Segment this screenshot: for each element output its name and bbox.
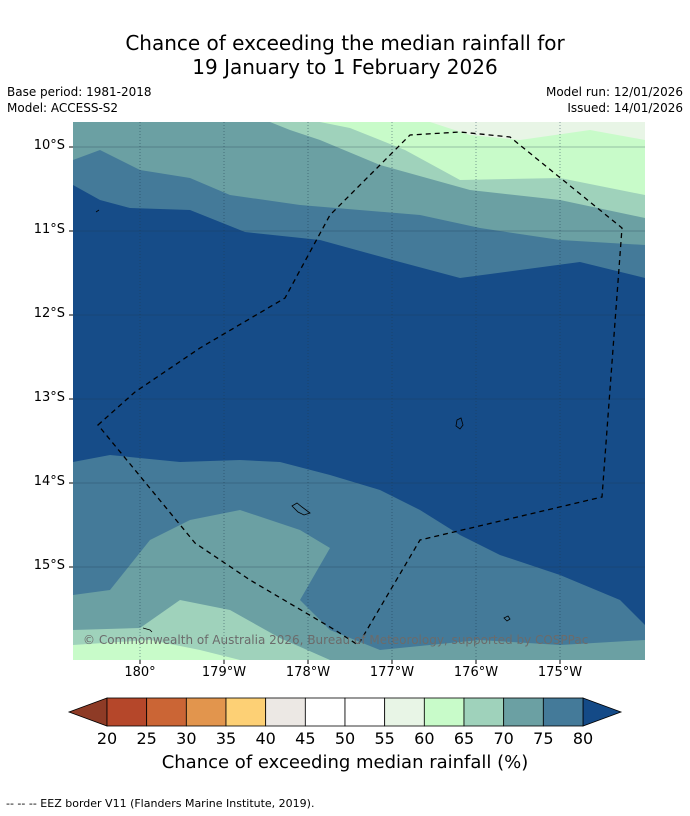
colorbar-cell (304, 697, 346, 727)
island (455, 417, 464, 430)
colorbar-cell (185, 697, 227, 727)
model-run: Model run: 12/01/2026 (545, 85, 683, 99)
colorbar-tick-label: 60 (414, 729, 435, 748)
lat-label: 12°S (33, 306, 65, 321)
colorbar-label: Chance of exceeding median rainfall (%) (161, 752, 529, 773)
colorbar-cell (384, 697, 425, 727)
colorbar-tick-label: 65 (453, 729, 475, 748)
colorbar-tick-label: 75 (533, 729, 554, 748)
colorbar-high-extension (582, 697, 623, 727)
colorbar-cell (265, 697, 306, 727)
lat-label: 10°S (33, 138, 65, 153)
contour-55-60-south (73, 640, 240, 660)
lon-label: 178°W (285, 665, 331, 680)
colorbar-tick-label: 35 (215, 729, 237, 748)
contour-50-55-north (430, 122, 645, 140)
island (291, 502, 311, 516)
island (142, 627, 153, 633)
colorbar-cell (106, 697, 148, 727)
colorbar-cell (423, 697, 465, 727)
lon-label: 179°W (201, 665, 247, 680)
lat-label: 13°S (33, 390, 65, 405)
colorbar-tick-label: 55 (374, 729, 395, 748)
colorbar-tick-label: 50 (334, 729, 356, 748)
contour-55-60-north (320, 122, 645, 195)
colorbar-cell (225, 697, 267, 727)
model-name: Model: ACCESS-S2 (7, 101, 119, 115)
chart-title-line1: Chance of exceeding the median rainfall … (125, 31, 565, 55)
colorbar-tick-label: 40 (255, 729, 276, 748)
copyright-notice: © Commonwealth of Australia 2026, Bureau… (83, 633, 589, 647)
island (503, 615, 511, 622)
lat-label: 14°S (33, 474, 65, 489)
colorbar-tick-label: 20 (96, 729, 118, 748)
lat-label: 15°S (33, 558, 65, 573)
colorbar-cell (542, 697, 584, 727)
rainfall-contours (73, 122, 645, 660)
lat-label: 11°S (33, 222, 65, 237)
colorbar-tick-label: 80 (572, 729, 594, 748)
lon-label: 180° (124, 665, 156, 680)
colorbar-low-extension (67, 697, 108, 727)
colorbar-tick-label: 30 (176, 729, 197, 748)
colorbar-cell (146, 697, 187, 727)
latitude-lines (73, 146, 645, 568)
lon-label: 175°W (537, 665, 583, 680)
colorbar-cell (503, 697, 544, 727)
colorbar-cell (463, 697, 505, 727)
eez-border (97, 131, 623, 646)
chart-title-line2: 19 January to 1 February 2026 (192, 55, 498, 79)
eez-footnote: -- -- -- EEZ border V11 (Flanders Marine… (6, 797, 315, 810)
contour-75-80-core (73, 185, 645, 625)
colorbar-tick-label: 45 (295, 729, 316, 748)
colorbar-tick-label: 25 (136, 729, 157, 748)
colorbar-tick-label: 70 (493, 729, 514, 748)
colorbar (67, 697, 623, 727)
base-period: Base period: 1981-2018 (7, 85, 152, 99)
lon-ticks (139, 660, 561, 664)
lon-label: 176°W (453, 665, 499, 680)
colorbar-cell (344, 697, 386, 727)
island (95, 209, 100, 213)
lon-label: 177°W (369, 665, 415, 680)
issued-date: Issued: 14/01/2026 (567, 101, 683, 115)
lat-ticks (69, 146, 73, 568)
